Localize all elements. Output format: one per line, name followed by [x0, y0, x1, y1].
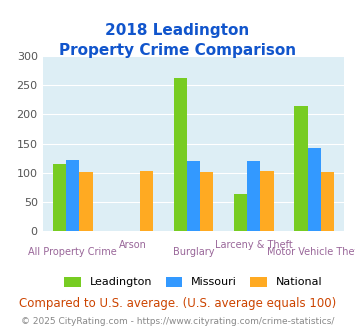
Bar — [261, 171, 274, 231]
Bar — [321, 172, 334, 231]
Bar — [140, 171, 153, 231]
Bar — [187, 161, 200, 231]
Bar — [53, 164, 66, 231]
Bar — [200, 172, 213, 231]
Text: All Property Crime: All Property Crime — [28, 247, 117, 257]
Text: Property Crime Comparison: Property Crime Comparison — [59, 43, 296, 58]
Text: Larceny & Theft: Larceny & Theft — [215, 240, 293, 250]
Text: Compared to U.S. average. (U.S. average equals 100): Compared to U.S. average. (U.S. average … — [19, 297, 336, 310]
Text: Motor Vehicle Theft: Motor Vehicle Theft — [267, 247, 355, 257]
Text: Burglary: Burglary — [173, 247, 214, 257]
Bar — [294, 106, 307, 231]
Legend: Leadington, Missouri, National: Leadington, Missouri, National — [60, 272, 327, 292]
Text: © 2025 CityRating.com - https://www.cityrating.com/crime-statistics/: © 2025 CityRating.com - https://www.city… — [21, 317, 334, 326]
Bar — [234, 194, 247, 231]
Bar — [307, 148, 321, 231]
Text: Arson: Arson — [119, 240, 147, 250]
Bar — [247, 161, 261, 231]
Bar — [66, 160, 80, 231]
Text: 2018 Leadington: 2018 Leadington — [105, 23, 250, 38]
Bar — [174, 78, 187, 231]
Bar — [80, 172, 93, 231]
